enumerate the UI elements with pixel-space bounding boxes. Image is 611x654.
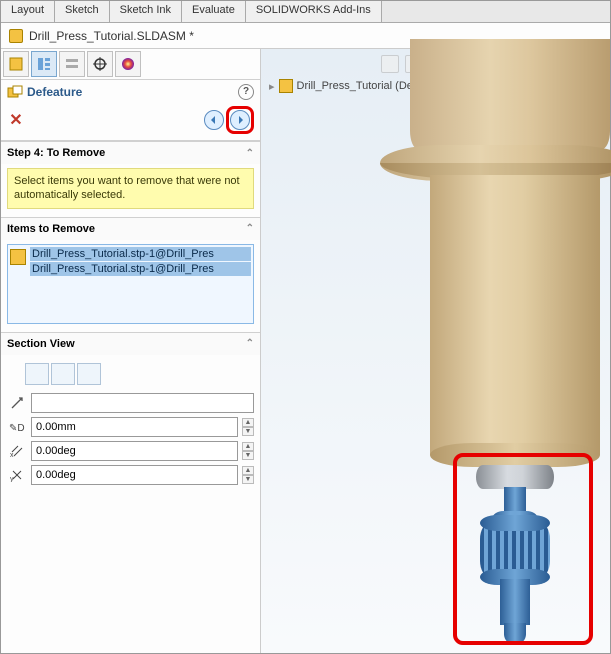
svg-text:y: y [10,476,14,482]
chevron-up-icon: ⌃ [246,148,254,159]
step-hint: Select items you want to remove that wer… [7,168,254,209]
step-header[interactable]: Step 4: To Remove ⌃ [1,142,260,164]
display-manager-tab[interactable] [115,51,141,77]
tab-sketch[interactable]: Sketch [55,1,110,22]
tab-layout[interactable]: Layout [1,1,55,22]
assembly-icon [9,29,23,43]
x-rotation-icon: x [7,442,27,460]
y-rotation-icon: y [7,466,27,484]
property-manager-tab[interactable] [31,51,57,77]
items-title: Items to Remove [7,223,95,235]
rot-y-input[interactable] [31,465,238,485]
panel-tab-row [1,49,260,80]
section-plane-input[interactable] [31,393,254,413]
tab-sketch-ink[interactable]: Sketch Ink [110,1,182,22]
offset-spinner[interactable]: ▲▼ [242,418,254,436]
svg-text:x: x [10,452,14,458]
expand-icon[interactable]: ▸ [269,80,275,93]
items-header[interactable]: Items to Remove ⌃ [1,218,260,240]
document-title: Drill_Press_Tutorial.SLDASM * [29,29,194,43]
section-plane-right[interactable] [77,363,101,385]
list-item[interactable]: Drill_Press_Tutorial.stp-1@Drill_Pres [30,247,251,261]
dim-expert-tab[interactable] [87,51,113,77]
feature-name: Defeature [27,85,82,99]
feature-manager-tab[interactable] [3,51,29,77]
command-tab-bar: Layout Sketch Sketch Ink Evaluate SOLIDW… [1,1,610,23]
next-button-highlight [226,106,254,134]
tab-addins[interactable]: SOLIDWORKS Add-Ins [246,1,382,22]
chuck-highlight-box [453,453,593,645]
property-manager-panel: Defeature ? ✕ Step 4: To Remove ⌃ Select… [1,49,261,653]
help-icon[interactable]: ? [238,84,254,100]
reverse-icon[interactable] [7,394,27,412]
chevron-up-icon: ⌃ [246,223,254,234]
rot-x-input[interactable] [31,441,238,461]
cancel-button[interactable]: ✕ [7,110,25,130]
step-title: Step 4: To Remove [7,147,105,159]
section-view-header[interactable]: Section View ⌃ [1,333,260,355]
part-icon [10,249,26,265]
offset-distance-icon: ✎D [7,418,27,436]
section-view-title: Section View [7,338,75,350]
offset-input[interactable] [31,417,238,437]
section-plane-top[interactable] [51,363,75,385]
svg-text:✎D: ✎D [9,423,25,434]
feature-header: Defeature ? [1,80,260,104]
back-button[interactable] [204,110,224,130]
defeature-icon [7,85,23,99]
action-row: ✕ [1,104,260,141]
assembly-icon [279,79,293,93]
section-plane-front[interactable] [25,363,49,385]
config-manager-tab[interactable] [59,51,85,77]
chevron-up-icon: ⌃ [246,338,254,349]
rot-x-spinner[interactable]: ▲▼ [242,442,254,460]
rot-y-spinner[interactable]: ▲▼ [242,466,254,484]
next-button[interactable] [230,110,250,130]
items-selection-box[interactable]: Drill_Press_Tutorial.stp-1@Drill_Pres Dr… [7,244,254,324]
list-item[interactable]: Drill_Press_Tutorial.stp-1@Drill_Pres [30,262,251,276]
graphics-viewport[interactable]: ▸ Drill_Press_Tutorial (Defa... [261,49,610,653]
tab-evaluate[interactable]: Evaluate [182,1,246,22]
